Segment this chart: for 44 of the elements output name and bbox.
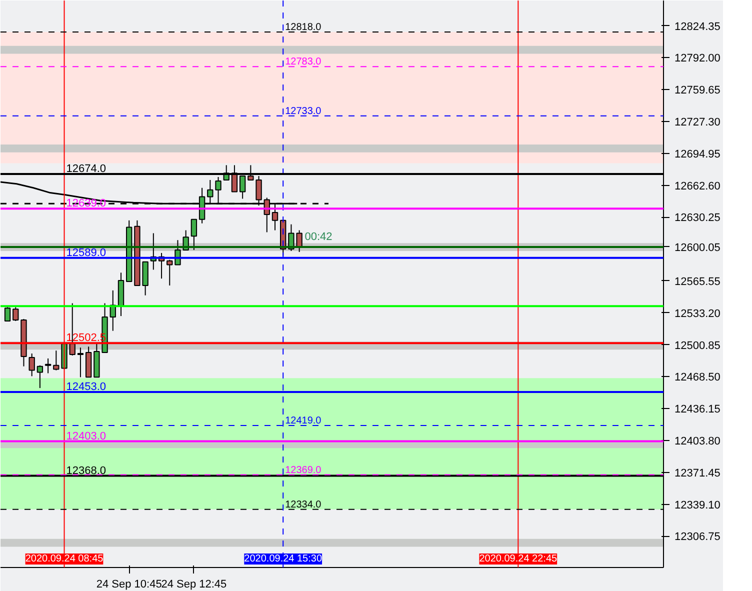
ref-line-label: 12453.0	[66, 380, 106, 393]
y-tick-label: 12792.00	[674, 52, 720, 65]
y-tick-label: 12727.30	[674, 116, 720, 128]
ref-line-label: 12369.0	[285, 464, 322, 476]
candlestick	[4, 306, 11, 322]
ref-line-label: 12733.0	[285, 106, 322, 117]
candlestick	[190, 218, 198, 250]
ref-line-label: 2020.09.24 15:30	[244, 554, 322, 564]
candlestick	[166, 259, 173, 286]
ref-line-label: 12403.0	[66, 430, 106, 442]
y-tick-label: 12339.10	[674, 499, 720, 512]
candlestick	[53, 350, 60, 371]
ref-line-label: 12674.0	[66, 163, 106, 176]
y-tick-label: 12468.50	[674, 372, 720, 384]
ref-line-label: 12368.0	[66, 464, 106, 477]
y-tick-label: 12403.80	[674, 435, 720, 448]
y-tick-label: 12565.55	[674, 276, 720, 288]
y-tick-label: 12759.65	[674, 84, 720, 97]
y-tick-label: 12371.45	[674, 467, 720, 480]
y-tick-label: 12500.85	[674, 340, 720, 352]
ref-line-label: 2020.09.24 22:45	[479, 554, 558, 564]
ref-line-label: 12639.0	[66, 198, 106, 210]
y-tick-label: 12630.25	[674, 212, 720, 224]
ref-line-label: 12589.0	[66, 246, 106, 259]
ref-line-label: 12818.0	[285, 22, 322, 34]
y-tick-label: 12600.05	[674, 242, 720, 254]
candlestick	[44, 358, 52, 374]
y-tick-label: 12824.35	[674, 20, 720, 33]
ref-line-label: 2020.09.24 08:45	[25, 554, 104, 564]
candlestick	[28, 353, 35, 377]
candlestick	[36, 364, 44, 389]
y-tick-label: 12533.20	[674, 308, 720, 320]
ref-line-label: 12783.0	[285, 56, 322, 68]
x-tick-label: 24 Sep 12:45	[161, 578, 227, 590]
y-tick-label: 12694.95	[674, 148, 720, 160]
y-tick-label: 12662.60	[674, 180, 720, 192]
annotation: 00:42	[304, 231, 332, 244]
y-tick-label: 12436.15	[674, 404, 720, 416]
y-tick-label: 12306.75	[674, 531, 720, 544]
candlestick	[77, 347, 84, 378]
x-tick-label: 24 Sep 10:45	[96, 578, 162, 590]
candlestick	[12, 306, 19, 322]
ref-line-label: 12334.0	[285, 499, 322, 510]
ref-line-label: 12419.0	[285, 416, 322, 427]
